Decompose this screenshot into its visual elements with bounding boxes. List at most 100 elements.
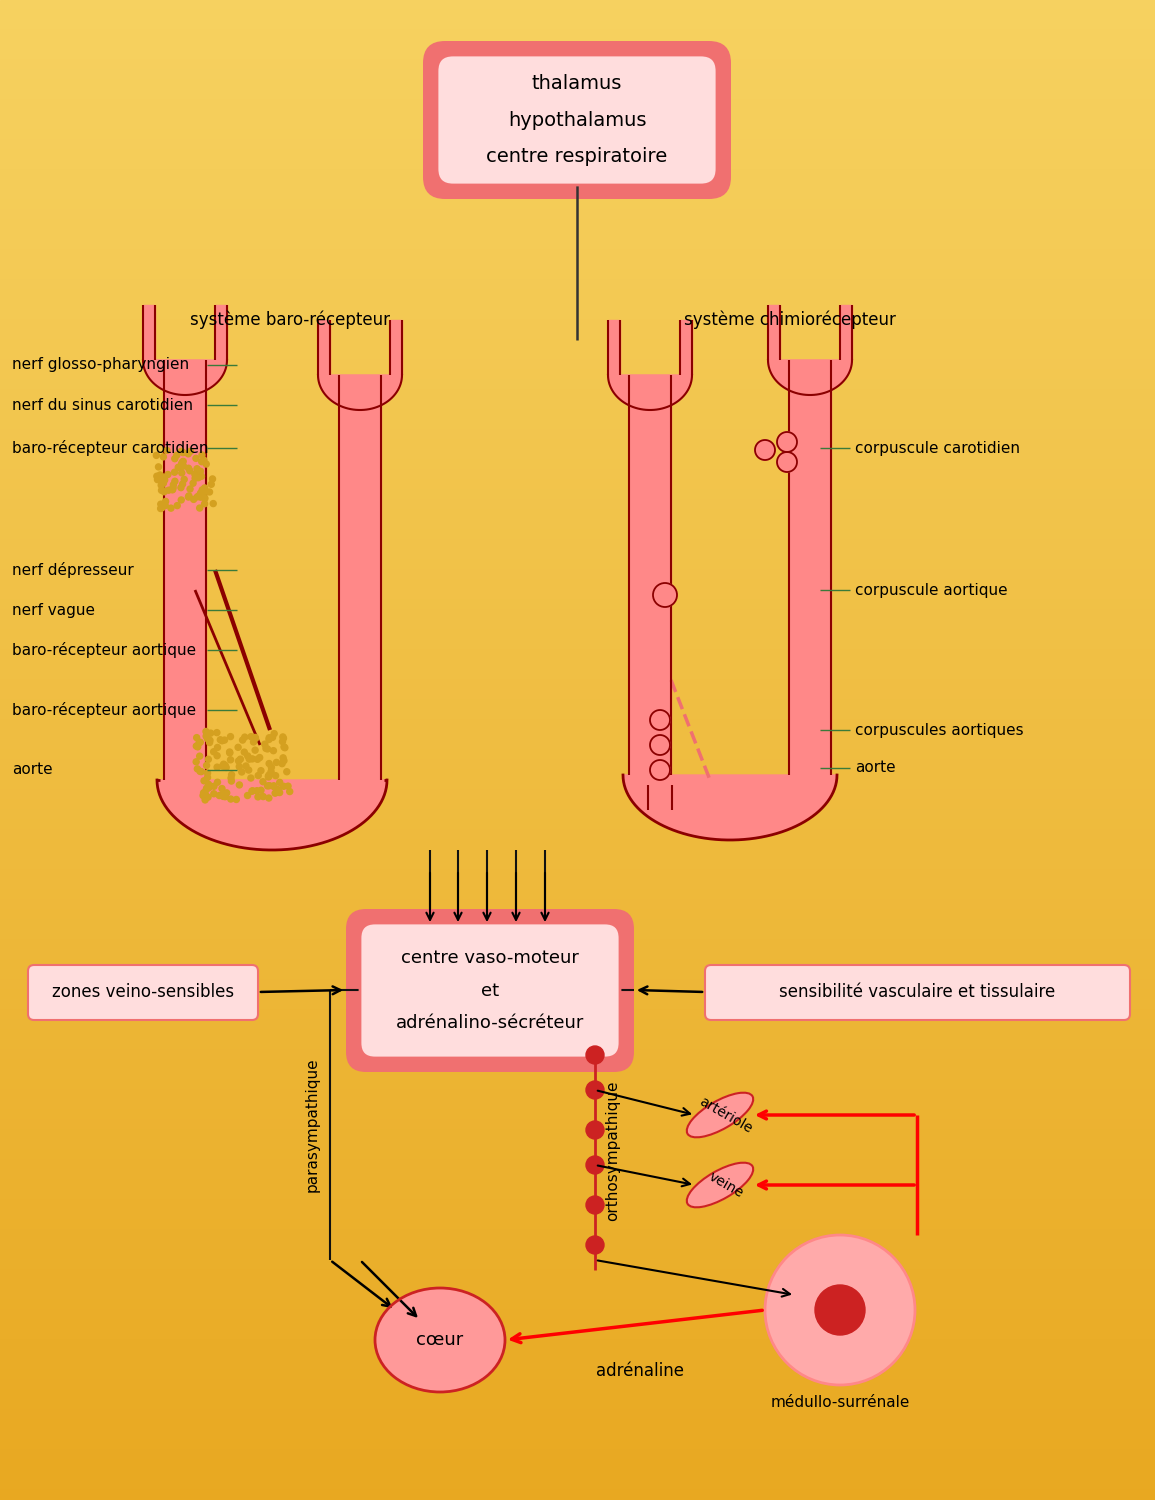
Circle shape — [199, 488, 206, 494]
Bar — [0, 120, 1155, 130]
Circle shape — [210, 501, 216, 507]
Circle shape — [248, 734, 254, 740]
Circle shape — [263, 746, 269, 752]
Bar — [0, 450, 1155, 460]
Circle shape — [238, 756, 244, 762]
Bar — [0, 950, 1155, 960]
Polygon shape — [390, 320, 402, 375]
Circle shape — [201, 778, 207, 784]
Circle shape — [181, 477, 187, 483]
Circle shape — [254, 788, 260, 794]
Circle shape — [224, 790, 230, 796]
FancyBboxPatch shape — [346, 909, 634, 1072]
Circle shape — [282, 744, 288, 750]
Bar — [0, 870, 1155, 880]
Bar — [0, 1000, 1155, 1010]
Circle shape — [170, 484, 176, 490]
Polygon shape — [157, 780, 387, 850]
Circle shape — [211, 790, 217, 796]
Circle shape — [277, 780, 283, 786]
Bar — [0, 1210, 1155, 1219]
Circle shape — [236, 758, 241, 764]
Circle shape — [253, 735, 259, 741]
Text: hypothalamus: hypothalamus — [508, 111, 647, 129]
Circle shape — [201, 458, 207, 464]
Bar — [0, 1100, 1155, 1110]
Circle shape — [178, 496, 185, 502]
Bar — [0, 570, 1155, 580]
Bar — [0, 1470, 1155, 1480]
Text: aorte: aorte — [12, 762, 53, 777]
Bar — [0, 260, 1155, 270]
Bar — [0, 1110, 1155, 1120]
Circle shape — [199, 452, 204, 458]
Circle shape — [192, 471, 198, 477]
Bar — [164, 360, 206, 740]
Circle shape — [170, 482, 177, 488]
Text: corpuscules aortiques: corpuscules aortiques — [855, 723, 1023, 738]
Bar — [0, 150, 1155, 160]
Circle shape — [201, 790, 207, 796]
Circle shape — [155, 477, 161, 483]
Bar — [0, 60, 1155, 70]
Bar — [0, 1220, 1155, 1230]
Text: adrénalino-sécréteur: adrénalino-sécréteur — [396, 1014, 584, 1032]
Circle shape — [255, 794, 261, 800]
Bar — [0, 880, 1155, 890]
Bar — [0, 1350, 1155, 1360]
Circle shape — [162, 503, 169, 509]
Bar — [0, 1320, 1155, 1330]
Polygon shape — [680, 320, 692, 375]
Circle shape — [208, 730, 214, 736]
Bar — [0, 200, 1155, 210]
Bar — [0, 1380, 1155, 1390]
Circle shape — [255, 772, 261, 778]
Circle shape — [195, 744, 201, 750]
Circle shape — [222, 736, 228, 742]
Circle shape — [653, 584, 677, 608]
Bar — [0, 360, 1155, 370]
Circle shape — [164, 447, 170, 453]
Circle shape — [214, 729, 219, 735]
Polygon shape — [629, 754, 671, 776]
Circle shape — [156, 464, 162, 470]
Bar — [0, 630, 1155, 640]
Circle shape — [161, 454, 166, 460]
Circle shape — [239, 770, 245, 776]
Circle shape — [239, 736, 246, 742]
Bar — [0, 920, 1155, 930]
Circle shape — [252, 735, 259, 741]
Circle shape — [284, 768, 290, 774]
Circle shape — [198, 468, 203, 474]
Bar — [0, 800, 1155, 810]
Bar — [0, 1420, 1155, 1430]
Circle shape — [254, 756, 261, 762]
Circle shape — [274, 759, 280, 765]
Circle shape — [159, 504, 165, 510]
Circle shape — [228, 796, 233, 802]
Circle shape — [203, 460, 209, 466]
Bar — [0, 1010, 1155, 1020]
Bar — [0, 780, 1155, 790]
Circle shape — [165, 471, 171, 477]
Polygon shape — [318, 320, 330, 375]
Text: sensibilité vasculaire et tissulaire: sensibilité vasculaire et tissulaire — [778, 982, 1056, 1000]
Circle shape — [264, 746, 270, 752]
Ellipse shape — [687, 1092, 753, 1137]
Circle shape — [650, 710, 670, 730]
Circle shape — [246, 756, 252, 762]
Circle shape — [199, 490, 204, 496]
Circle shape — [180, 450, 186, 456]
Circle shape — [187, 486, 193, 492]
Bar — [0, 750, 1155, 760]
Bar — [0, 1230, 1155, 1240]
Circle shape — [211, 783, 217, 789]
Bar — [0, 580, 1155, 590]
Bar — [629, 375, 671, 754]
Circle shape — [215, 778, 221, 784]
Circle shape — [186, 465, 192, 471]
Text: nerf du sinus carotidien: nerf du sinus carotidien — [12, 398, 193, 412]
Circle shape — [206, 756, 211, 762]
Bar — [0, 940, 1155, 950]
Text: nerf dépresseur: nerf dépresseur — [12, 562, 134, 578]
